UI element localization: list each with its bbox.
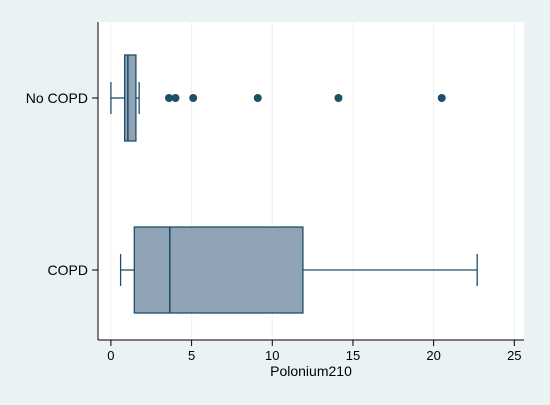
outlier-point	[437, 94, 446, 102]
box-group	[110, 54, 446, 142]
x-tick-label: 5	[188, 348, 195, 363]
x-tick-label: 10	[265, 348, 279, 363]
category-label: No COPD	[26, 90, 88, 106]
outlier-point	[171, 94, 180, 102]
outlier-point	[189, 94, 198, 102]
boxes	[110, 54, 478, 314]
x-axis-ticks: 0 5 10 15 20 25	[107, 340, 522, 363]
category-label: COPD	[48, 262, 88, 278]
y-axis-category-labels: No COPD COPD	[26, 90, 98, 278]
iqr-box	[123, 54, 137, 142]
x-tick-label: 25	[507, 348, 521, 363]
x-tick-label: 0	[107, 348, 114, 363]
x-axis-title: Polonium210	[270, 363, 352, 379]
box-group	[119, 226, 478, 314]
outlier-point	[334, 94, 343, 102]
x-tick-label: 20	[426, 348, 440, 363]
iqr-box	[133, 226, 304, 314]
x-tick-label: 15	[346, 348, 360, 363]
outlier-point	[253, 94, 262, 102]
outlier-point	[165, 94, 173, 102]
